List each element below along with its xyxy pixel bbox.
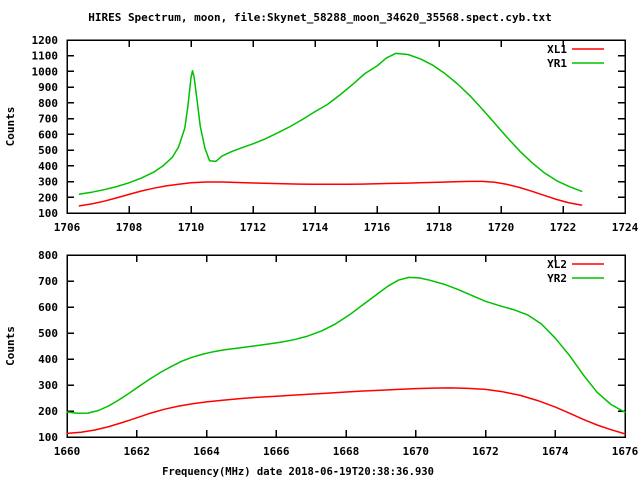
- y-tick-label: 1000: [32, 65, 59, 78]
- x-tick-label: 1724: [612, 221, 639, 234]
- x-tick-label: 1674: [542, 445, 569, 458]
- y-tick-label: 400: [38, 160, 58, 173]
- series-line-XL2: [66, 387, 626, 435]
- y-tick-label: 300: [38, 379, 58, 392]
- plot-2: 1660 1662 1664 1666 1668 1670 1672 1674 1676 100 2…: [4, 249, 639, 478]
- y-tick-label: 700: [38, 275, 58, 288]
- y-tick-label: 800: [38, 249, 58, 262]
- series-line-XL1: [78, 180, 583, 207]
- y-tick-label: 600: [38, 301, 58, 314]
- x-tick-label: 1708: [116, 221, 143, 234]
- legend-label-XL1: XL1: [547, 43, 567, 56]
- legend-label-XL2: XL2: [547, 258, 567, 271]
- x-tick-label: 1706: [54, 221, 81, 234]
- x-tick-label: 1676: [612, 445, 639, 458]
- y-tick-label: 100: [38, 431, 58, 444]
- y-tick-label: 200: [38, 191, 58, 204]
- y-tick-label: 300: [38, 176, 58, 189]
- y-tick-label: 500: [38, 144, 58, 157]
- x-tick-label: 1664: [193, 445, 220, 458]
- x-tick-label: 1716: [364, 221, 391, 234]
- x-axis-label: Frequency(MHz) date 2018-06-19T20:38:36.…: [162, 466, 434, 478]
- y-axis-label: Counts: [4, 326, 17, 366]
- y-tick-label: 500: [38, 327, 58, 340]
- x-tick-label: 1672: [472, 445, 499, 458]
- legend-label-YR2: YR2: [547, 272, 567, 285]
- plot-border: [66, 39, 626, 214]
- y-tick-label: 400: [38, 353, 58, 366]
- series-line-YR1: [78, 52, 583, 195]
- y-tick-label: 1200: [32, 34, 59, 47]
- x-tick-label: 1722: [550, 221, 577, 234]
- x-tick-label: 1668: [333, 445, 360, 458]
- plot-1: 1706 1708 1710 1712 1714 1716 1718 1720 1722 1724…: [4, 34, 639, 234]
- x-tick-label: 1714: [302, 221, 329, 234]
- y-tick-label: 800: [38, 97, 58, 110]
- x-tick-label: 1718: [426, 221, 453, 234]
- x-tick-label: 1660: [54, 445, 81, 458]
- x-tick-label: 1666: [263, 445, 290, 458]
- plot-border: [66, 254, 626, 438]
- y-tick-label: 200: [38, 405, 58, 418]
- chart-title: HIRES Spectrum, moon, file:Skynet_58288_…: [88, 11, 552, 24]
- x-tick-label: 1710: [178, 221, 205, 234]
- y-tick-label: 1100: [32, 50, 59, 63]
- x-tick-label: 1670: [403, 445, 430, 458]
- x-tick-label: 1712: [240, 221, 267, 234]
- legend-label-YR1: YR1: [547, 57, 567, 70]
- x-tick-label: 1662: [124, 445, 151, 458]
- series-line-YR2: [66, 276, 626, 415]
- y-tick-label: 700: [38, 113, 58, 126]
- y-axis-label: Counts: [4, 107, 17, 147]
- y-tick-label: 900: [38, 81, 58, 94]
- x-tick-label: 1720: [488, 221, 515, 234]
- y-tick-label: 600: [38, 128, 58, 141]
- y-tick-label: 100: [38, 207, 58, 220]
